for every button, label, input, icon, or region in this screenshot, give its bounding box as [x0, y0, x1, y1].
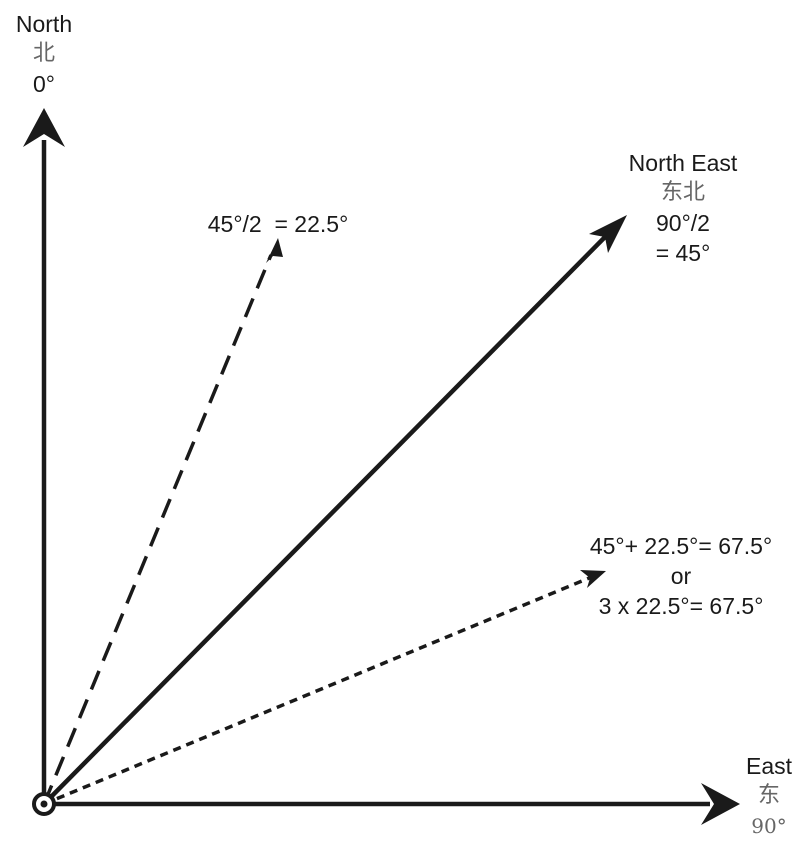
north-east-arrow-shaft — [42, 234, 608, 806]
north-label: North 北 0° — [4, 9, 84, 99]
east-label: East 东 90° — [735, 751, 803, 841]
north-east-chinese: 东北 — [660, 180, 705, 205]
nne-arrow-head — [266, 238, 283, 263]
east-degrees: 90° — [751, 814, 787, 838]
east-chinese: 东 — [757, 783, 780, 808]
north-arrow-head — [23, 108, 65, 147]
nne-label: 45°/2 = 22.5° — [180, 209, 376, 239]
ene-arrow-shaft — [43, 574, 595, 806]
ene-line1: 45°+ 22.5°= 67.5° — [589, 533, 773, 559]
north-east-formula-line1: 90°/2 — [656, 210, 710, 236]
north-east-label: North East 东北 90°/2 = 45° — [608, 148, 758, 268]
north-name: North — [15, 11, 73, 37]
north-chinese: 北 — [32, 41, 55, 66]
nne-arrow-shaft — [42, 254, 273, 805]
east-arrow-head — [701, 783, 740, 825]
north-east-arrow-head — [589, 215, 627, 253]
north-east-name: North East — [628, 150, 738, 176]
nne-formula: 45°/2 = 22.5° — [207, 211, 349, 237]
north-degrees: 0° — [33, 71, 55, 97]
north-east-formula-line2: = 45° — [655, 240, 711, 266]
origin-dot — [40, 800, 48, 808]
ene-line2: or — [670, 563, 692, 589]
ene-line3: 3 x 22.5°= 67.5° — [598, 593, 764, 619]
ene-arrow-head — [580, 570, 606, 588]
east-name: East — [745, 753, 793, 779]
ene-label: 45°+ 22.5°= 67.5° or 3 x 22.5°= 67.5° — [566, 531, 796, 621]
